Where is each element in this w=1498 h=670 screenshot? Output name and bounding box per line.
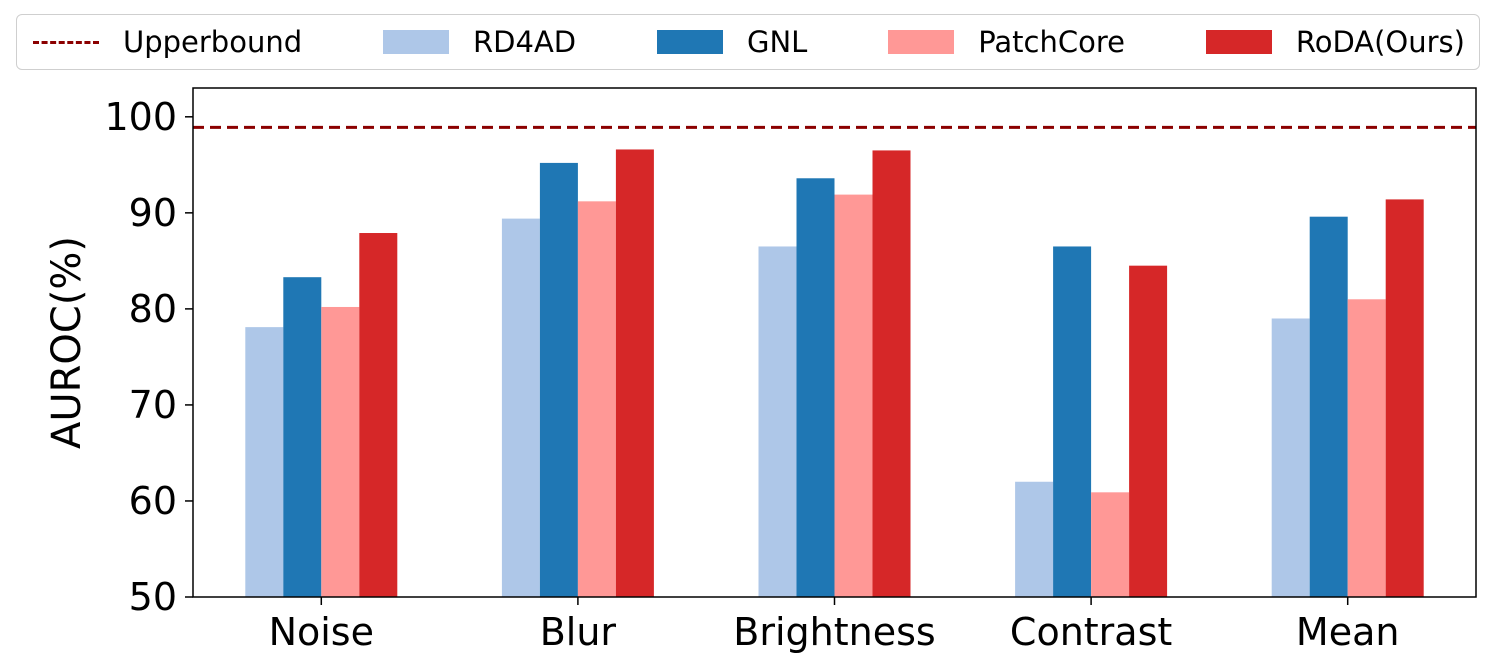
bar-gnl-brightness xyxy=(796,178,835,598)
bar-rd4ad-contrast xyxy=(1015,481,1054,597)
bar-roda-ours--contrast xyxy=(1129,265,1168,597)
plot-frame xyxy=(192,87,1477,598)
legend-swatch-upperbound xyxy=(33,40,99,44)
legend-item-roda: RoDA(Ours) xyxy=(1205,25,1465,59)
legend-label-rd4ad: RD4AD xyxy=(473,25,577,59)
bar-rd4ad-noise xyxy=(245,327,284,597)
y-tick-label: 60 xyxy=(129,479,177,523)
x-tick-label: Noise xyxy=(269,610,374,654)
bar-gnl-noise xyxy=(283,277,322,597)
bar-rd4ad-blur xyxy=(501,218,540,597)
chart-legend: Upperbound RD4AD GNL PatchCore RoDA(Ours… xyxy=(16,14,1480,70)
x-tick-label: Blur xyxy=(540,610,617,654)
bar-roda-ours--mean xyxy=(1385,199,1424,597)
bar-roda-ours--brightness xyxy=(872,150,911,597)
bar-patchcore-mean xyxy=(1347,299,1386,597)
bar-patchcore-contrast xyxy=(1091,492,1130,597)
bar-gnl-contrast xyxy=(1053,246,1092,597)
legend-swatch-roda xyxy=(1205,30,1272,54)
legend-swatch-patchcore xyxy=(888,30,955,54)
x-tick-label: Brightness xyxy=(733,610,935,654)
y-tick-label: 90 xyxy=(129,191,177,235)
bar-patchcore-blur xyxy=(577,201,616,597)
y-tick-label: 100 xyxy=(104,95,177,139)
legend-item-upperbound: Upperbound xyxy=(33,25,302,59)
bar-gnl-mean xyxy=(1309,216,1348,598)
legend-label-patchcore: PatchCore xyxy=(978,25,1125,59)
bar-roda-ours--noise xyxy=(359,233,398,598)
legend-label-roda: RoDA(Ours) xyxy=(1295,25,1465,59)
y-axis-label: AUROC(%) xyxy=(44,236,90,449)
y-tick-label: 80 xyxy=(129,287,177,331)
legend-item-gnl: GNL xyxy=(657,25,807,59)
legend-item-patchcore: PatchCore xyxy=(888,25,1125,59)
legend-swatch-gnl xyxy=(657,30,723,54)
x-tick-label: Contrast xyxy=(1010,610,1172,654)
x-tick-label: Mean xyxy=(1296,610,1400,654)
bar-roda-ours--blur xyxy=(615,149,654,597)
legend-swatch-rd4ad xyxy=(383,30,450,54)
bar-rd4ad-mean xyxy=(1271,318,1310,597)
legend-item-rd4ad: RD4AD xyxy=(383,25,576,59)
bar-patchcore-brightness xyxy=(834,194,873,598)
bar-gnl-blur xyxy=(539,162,578,598)
y-tick-label: 50 xyxy=(129,575,177,619)
legend-label-gnl: GNL xyxy=(747,25,808,59)
bar-rd4ad-brightness xyxy=(758,246,797,597)
y-tick-label: 70 xyxy=(129,383,177,427)
legend-label-upperbound: Upperbound xyxy=(123,25,303,59)
bar-patchcore-noise xyxy=(321,306,360,597)
